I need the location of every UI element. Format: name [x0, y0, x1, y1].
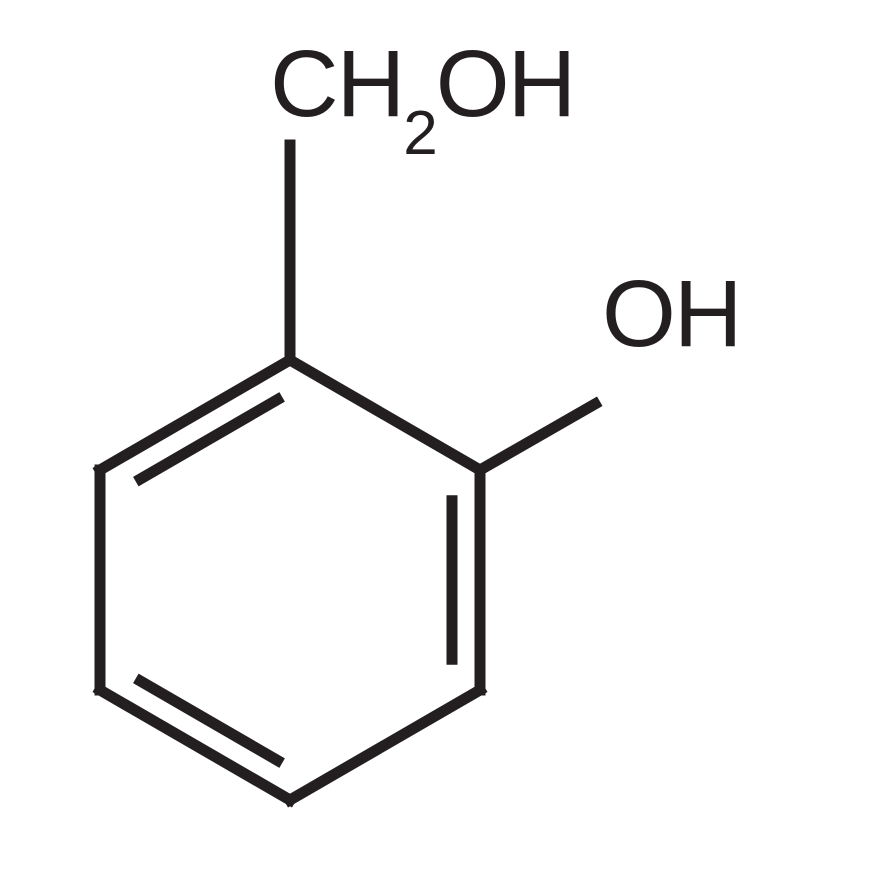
structure-lines — [100, 145, 595, 800]
label-ch2oh: CH2OH — [270, 30, 574, 151]
label-oh: OH — [602, 260, 741, 369]
